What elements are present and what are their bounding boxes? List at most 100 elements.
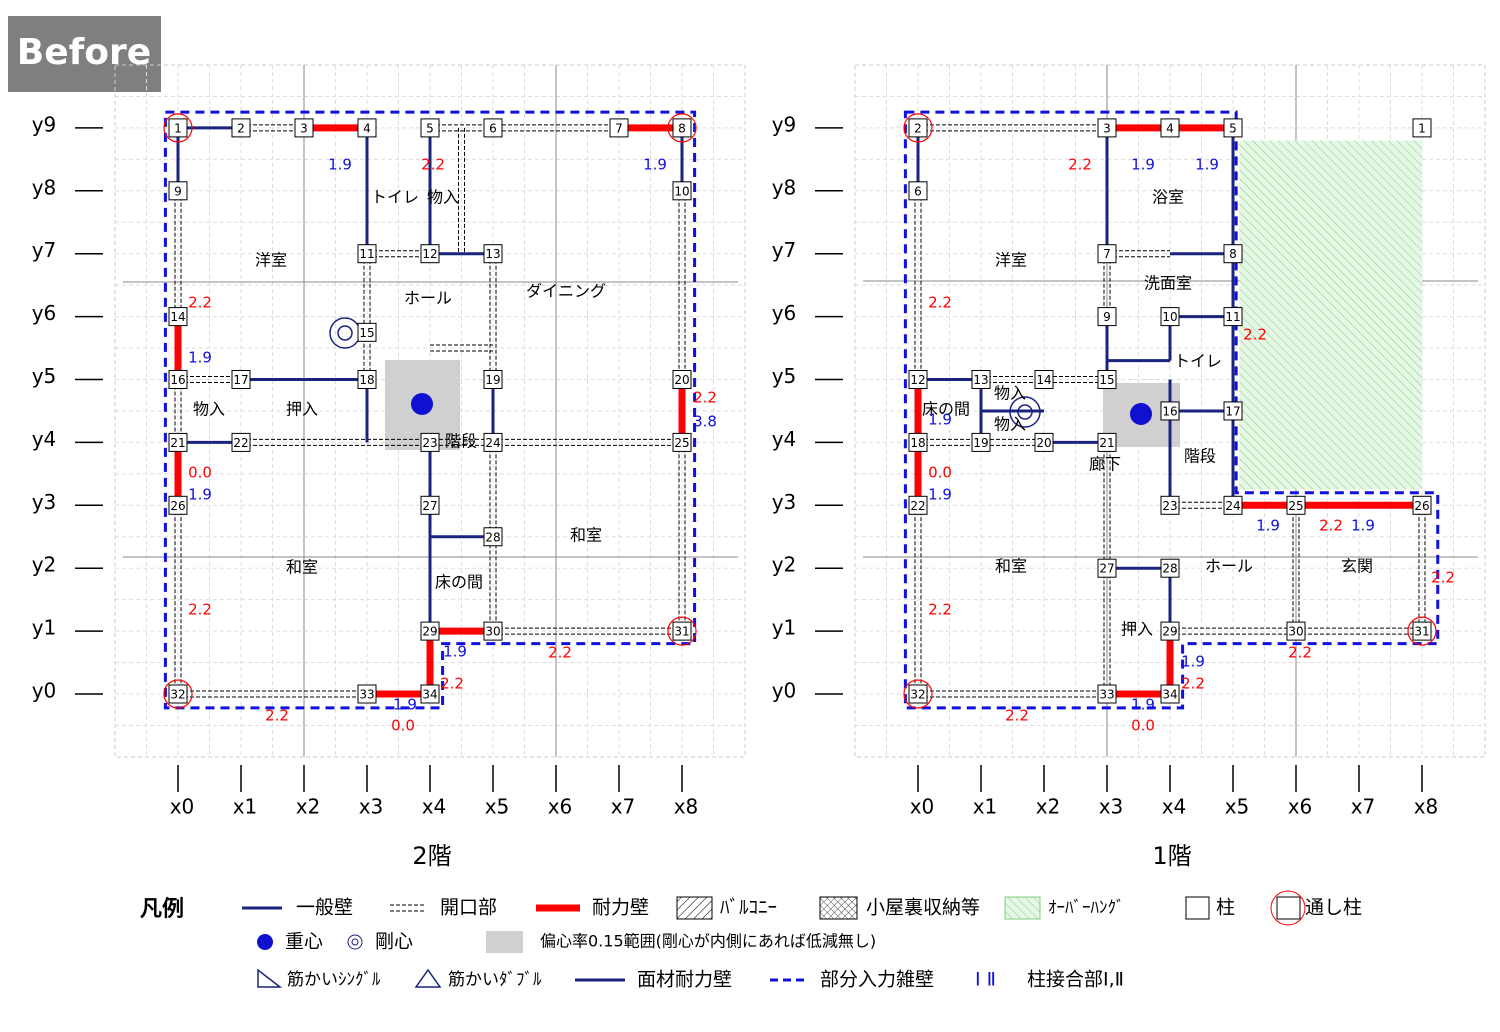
wall-value: 0.0 bbox=[928, 464, 952, 482]
column bbox=[168, 307, 188, 327]
wall-value: 2.2 bbox=[440, 675, 464, 693]
center-of-rigidity bbox=[329, 317, 361, 349]
room-name: 階段 bbox=[445, 432, 477, 451]
column bbox=[1160, 558, 1180, 578]
x-axis-label: x4 bbox=[1162, 795, 1187, 819]
column-number: 12 bbox=[910, 373, 925, 387]
column bbox=[1223, 401, 1243, 421]
column bbox=[420, 684, 440, 704]
room-name: トイレ bbox=[1174, 352, 1222, 371]
room-name: 和室 bbox=[995, 557, 1027, 576]
legend-symbol bbox=[819, 896, 858, 920]
column-number: 16 bbox=[1162, 404, 1177, 418]
column bbox=[1286, 621, 1306, 641]
y-axis-label: y1 bbox=[32, 616, 57, 640]
room-name: 玄関 bbox=[1341, 557, 1373, 576]
column bbox=[908, 370, 928, 389]
floor-title: 2階 bbox=[412, 842, 451, 870]
column-number: 14 bbox=[1036, 373, 1051, 387]
column-number: 11 bbox=[359, 247, 374, 261]
column-number: 14 bbox=[170, 310, 185, 324]
column bbox=[1160, 621, 1180, 641]
column bbox=[672, 370, 692, 389]
column bbox=[1097, 558, 1117, 578]
badge-box bbox=[8, 16, 161, 92]
legend-symbol bbox=[347, 934, 363, 950]
column bbox=[483, 432, 503, 452]
column bbox=[1097, 432, 1117, 452]
wall-value: 1.9 bbox=[1181, 653, 1205, 671]
column-number: 29 bbox=[422, 625, 437, 639]
column-number: 8 bbox=[678, 121, 686, 135]
legend-symbol bbox=[351, 938, 359, 946]
column-number: 23 bbox=[1162, 499, 1177, 513]
y-axis-label: y3 bbox=[772, 490, 797, 514]
column-number: 31 bbox=[1414, 625, 1429, 639]
column bbox=[483, 118, 503, 138]
legend-label: 偏心率0.15範囲(剛心が内側にあれば低減無し) bbox=[540, 932, 876, 951]
column-number: 34 bbox=[1162, 688, 1177, 702]
y-axis-label: y2 bbox=[772, 553, 797, 577]
room-name: 洋室 bbox=[995, 251, 1027, 270]
column-number: 32 bbox=[170, 688, 185, 702]
partial-wall-outline bbox=[903, 110, 1440, 710]
y-axis-label: y8 bbox=[32, 175, 57, 199]
column bbox=[971, 432, 991, 452]
y-axis-label: y0 bbox=[32, 679, 57, 703]
room-name: 物入 bbox=[994, 415, 1026, 434]
column-number: 19 bbox=[485, 373, 500, 387]
wall-value: 2.2 bbox=[928, 294, 952, 312]
column-number: 7 bbox=[615, 121, 623, 135]
column-number: 25 bbox=[1288, 499, 1303, 513]
wall-value: 1.9 bbox=[1351, 517, 1375, 535]
column bbox=[483, 527, 503, 547]
column-number: 10 bbox=[1162, 310, 1177, 324]
column bbox=[672, 118, 692, 138]
x-axis-label: x8 bbox=[674, 795, 699, 819]
column bbox=[1223, 307, 1243, 327]
y-axis-label: y6 bbox=[772, 301, 797, 325]
y-axis-label: y7 bbox=[32, 238, 57, 262]
column bbox=[1223, 118, 1243, 138]
column bbox=[168, 118, 188, 138]
column bbox=[168, 684, 188, 704]
column-number: 28 bbox=[485, 530, 500, 544]
column bbox=[483, 621, 503, 641]
room-name: 浴室 bbox=[1152, 188, 1184, 207]
column bbox=[1412, 118, 1432, 138]
column bbox=[1223, 244, 1243, 264]
column bbox=[168, 181, 188, 201]
column-number: 33 bbox=[1099, 688, 1114, 702]
column-number: 31 bbox=[674, 625, 689, 639]
column-number: 27 bbox=[1099, 562, 1114, 576]
wall-value: 1.9 bbox=[1131, 156, 1155, 174]
legend-label: 開口部 bbox=[440, 897, 497, 919]
y-axis-label: y9 bbox=[32, 112, 57, 136]
wall-value: 2.2 bbox=[1181, 675, 1205, 693]
y-axis-label: y7 bbox=[772, 238, 797, 262]
center-of-gravity bbox=[1130, 403, 1152, 425]
through-column bbox=[667, 113, 697, 143]
room-name: 廊下 bbox=[1089, 455, 1121, 474]
x-axis-label: x6 bbox=[548, 795, 573, 819]
column-number: 1 bbox=[174, 121, 182, 135]
x-axis-label: x3 bbox=[1099, 795, 1124, 819]
room-name: 押入 bbox=[1121, 620, 1153, 639]
room-name: 階段 bbox=[1184, 447, 1216, 466]
room-name: 押入 bbox=[286, 400, 318, 419]
through-column bbox=[667, 616, 697, 646]
wall-value: 2.2 bbox=[928, 601, 952, 619]
column-number: 6 bbox=[914, 184, 922, 198]
legend-label: 筋かいｼﾝｸﾞﾙ bbox=[287, 970, 381, 990]
column bbox=[231, 370, 251, 389]
column bbox=[168, 432, 188, 452]
room-name: 洋室 bbox=[255, 251, 287, 270]
legend-symbol bbox=[414, 968, 442, 988]
room-name: 物入 bbox=[193, 400, 225, 419]
column-number: 5 bbox=[426, 121, 434, 135]
column-number: 18 bbox=[359, 373, 374, 387]
center-of-rigidity bbox=[1017, 404, 1033, 420]
column bbox=[1160, 307, 1180, 327]
wall-value: 1.9 bbox=[1131, 696, 1155, 714]
room-name: 和室 bbox=[286, 558, 318, 577]
